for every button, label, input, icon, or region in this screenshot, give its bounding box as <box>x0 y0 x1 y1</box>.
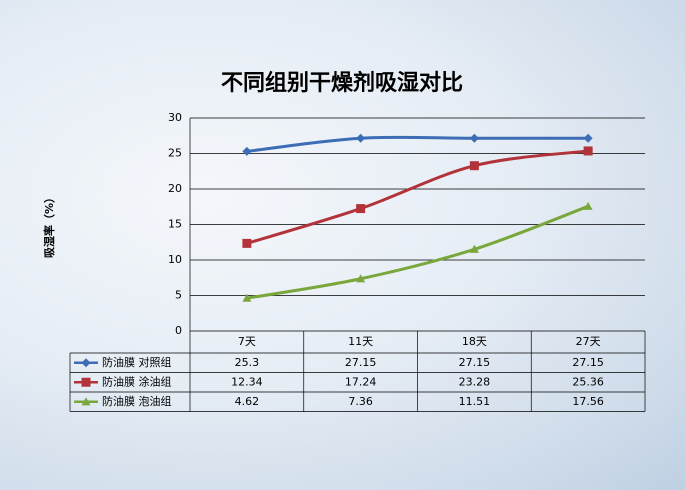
marker <box>356 133 366 143</box>
table-value: 25.3 <box>235 356 260 369</box>
chart-title: 不同组别干燥剂吸湿对比 <box>221 70 463 96</box>
marker <box>469 161 479 171</box>
y-tick-label: 0 <box>175 324 182 337</box>
series-line <box>246 135 589 153</box>
table-value: 17.24 <box>345 375 377 388</box>
marker <box>583 146 593 156</box>
x-tick-label: 27天 <box>576 335 601 348</box>
legend-marker <box>81 358 91 368</box>
marker <box>242 238 252 248</box>
y-tick-label: 30 <box>168 111 182 124</box>
table-value: 27.15 <box>345 356 377 369</box>
y-axis-label: 吸湿率（%） <box>42 192 56 258</box>
x-tick-label: 11天 <box>348 335 373 348</box>
table-value: 23.28 <box>459 375 491 388</box>
marker <box>242 146 252 156</box>
marker <box>583 133 593 143</box>
y-tick-label: 10 <box>168 253 182 266</box>
table-value: 27.15 <box>572 356 604 369</box>
table-value: 11.51 <box>459 395 491 408</box>
marker <box>356 204 366 214</box>
table-value: 17.56 <box>572 395 604 408</box>
legend-label: 防油膜 涂油组 <box>102 374 172 388</box>
y-tick-label: 5 <box>175 289 182 302</box>
x-tick-label: 18天 <box>462 335 487 348</box>
legend-label: 防油膜 泡油组 <box>102 394 172 408</box>
legend-marker <box>81 377 91 387</box>
y-tick-label: 25 <box>168 147 182 160</box>
marker <box>242 293 252 302</box>
marker <box>356 274 366 283</box>
table-value: 7.36 <box>348 395 373 408</box>
table-value: 4.62 <box>235 395 260 408</box>
x-tick-label: 7天 <box>238 335 256 348</box>
series-line <box>246 204 589 300</box>
y-tick-label: 20 <box>168 182 182 195</box>
legend-marker <box>81 397 91 406</box>
table-value: 12.34 <box>231 375 263 388</box>
table-value: 25.36 <box>572 375 604 388</box>
marker <box>583 201 593 210</box>
marker <box>469 244 479 253</box>
y-tick-label: 15 <box>168 218 182 231</box>
table-value: 27.15 <box>459 356 491 369</box>
marker <box>469 133 479 143</box>
legend-label: 防油膜 对照组 <box>102 355 172 369</box>
series-line <box>246 149 589 245</box>
